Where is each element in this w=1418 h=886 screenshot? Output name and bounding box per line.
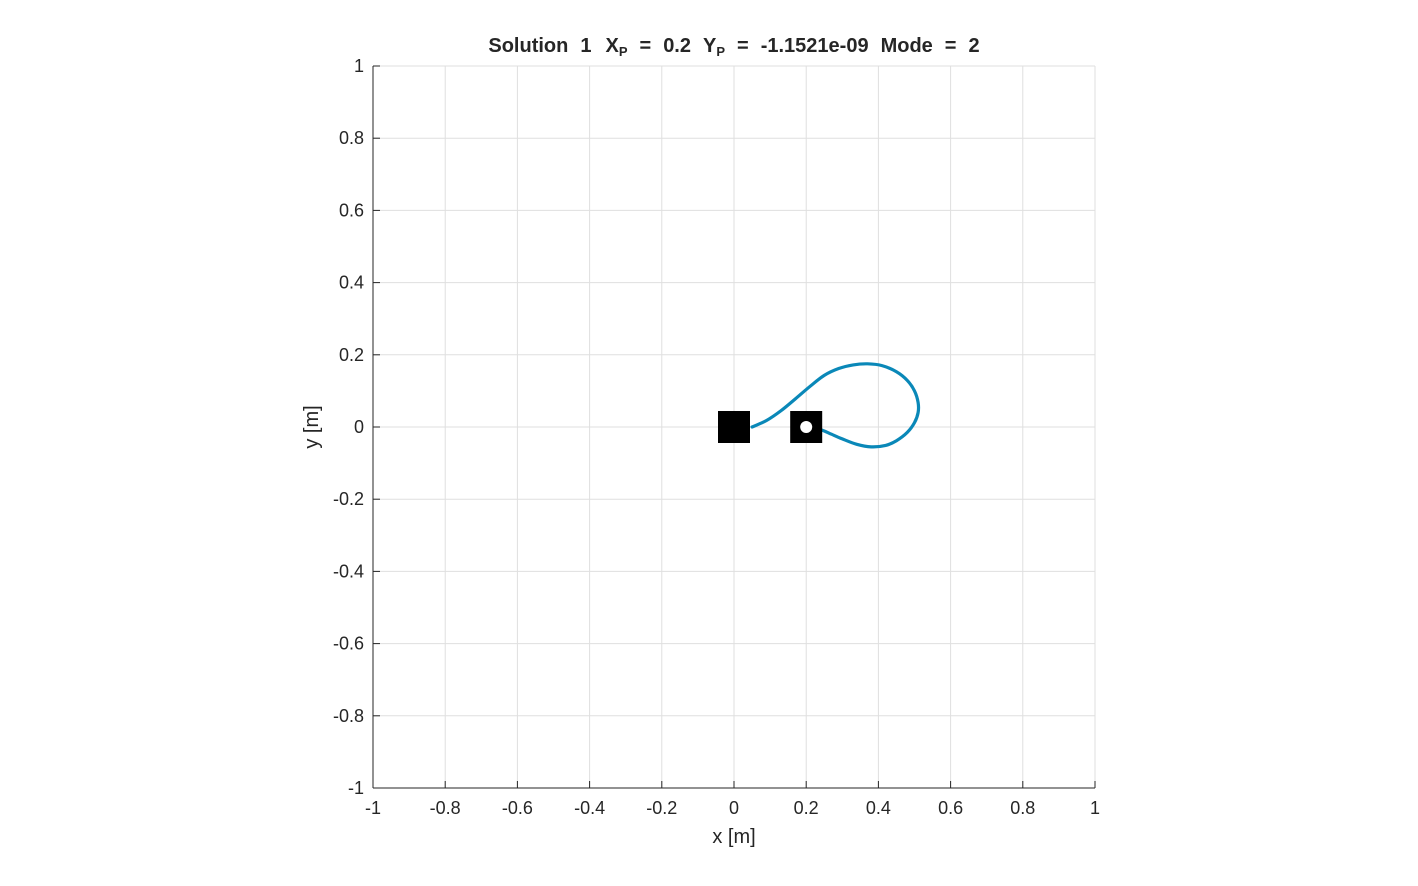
y-tick-label-3: -0.4 xyxy=(333,561,364,581)
title-mode-equals: = xyxy=(945,35,957,57)
title-mode-value: 2 xyxy=(968,35,979,57)
y-axis-label: y [m] xyxy=(301,405,323,448)
series-group xyxy=(750,362,921,449)
title-yp-symbol: Y xyxy=(703,35,717,57)
markers-group xyxy=(718,411,823,443)
title-xp-value: 0.2 xyxy=(663,35,691,57)
y-tick-label-6: 0.2 xyxy=(339,345,364,365)
y-tick-label-1: -0.8 xyxy=(333,706,364,726)
x-tick-label-6: 0.2 xyxy=(794,798,819,818)
title-solution: 1 xyxy=(580,35,591,57)
title-yp-equals: = xyxy=(737,35,749,57)
title-xp-subscript: P xyxy=(619,44,628,59)
title-xp-symbol: X xyxy=(605,35,619,57)
title-prefix: Solution xyxy=(488,35,568,57)
title-mode-label: Mode xyxy=(881,35,933,57)
x-tick-label-7: 0.4 xyxy=(866,798,891,818)
x-tick-label-1: -0.8 xyxy=(430,798,461,818)
y-tick-label-2: -0.6 xyxy=(333,634,364,654)
title-xp-equals: = xyxy=(640,35,652,57)
title-yp-subscript: P xyxy=(716,44,725,59)
y-tick-label-9: 0.8 xyxy=(339,128,364,148)
y-tick-label-8: 0.6 xyxy=(339,200,364,220)
x-axis-label: x [m] xyxy=(712,826,755,848)
marker-dot-1 xyxy=(800,421,813,433)
x-tick-label-5: 0 xyxy=(729,798,739,818)
x-tick-label-8: 0.6 xyxy=(938,798,963,818)
x-tick-label-3: -0.4 xyxy=(574,798,605,818)
y-ticks: -1 -0.8 -0.6 -0.4 -0.2 0 0.2 0.4 0.6 0.8 1 xyxy=(333,56,380,798)
y-tick-label-0: -1 xyxy=(348,778,364,798)
y-tick-label-10: 1 xyxy=(354,56,364,76)
chart-title: Solution 1 XP = 0.2 YP = -1.1521e-09 Mode = 2 xyxy=(488,35,979,59)
y-tick-label-4: -0.2 xyxy=(333,489,364,509)
x-tick-label-4: -0.2 xyxy=(646,798,677,818)
y-tick-label-5: 0 xyxy=(354,417,364,437)
series-line-0 xyxy=(750,362,921,449)
y-tick-label-7: 0.4 xyxy=(339,273,364,293)
x-tick-label-10: 1 xyxy=(1090,798,1100,818)
x-tick-label-9: 0.8 xyxy=(1010,798,1035,818)
x-ticks: -1 -0.8 -0.6 -0.4 -0.2 0 0.2 0.4 0.6 0.8 1 xyxy=(365,781,1100,818)
x-tick-label-2: -0.6 xyxy=(502,798,533,818)
x-tick-label-0: -1 xyxy=(365,798,381,818)
title-yp-value: -1.1521e-09 xyxy=(761,35,869,57)
marker-square-0 xyxy=(718,411,750,443)
